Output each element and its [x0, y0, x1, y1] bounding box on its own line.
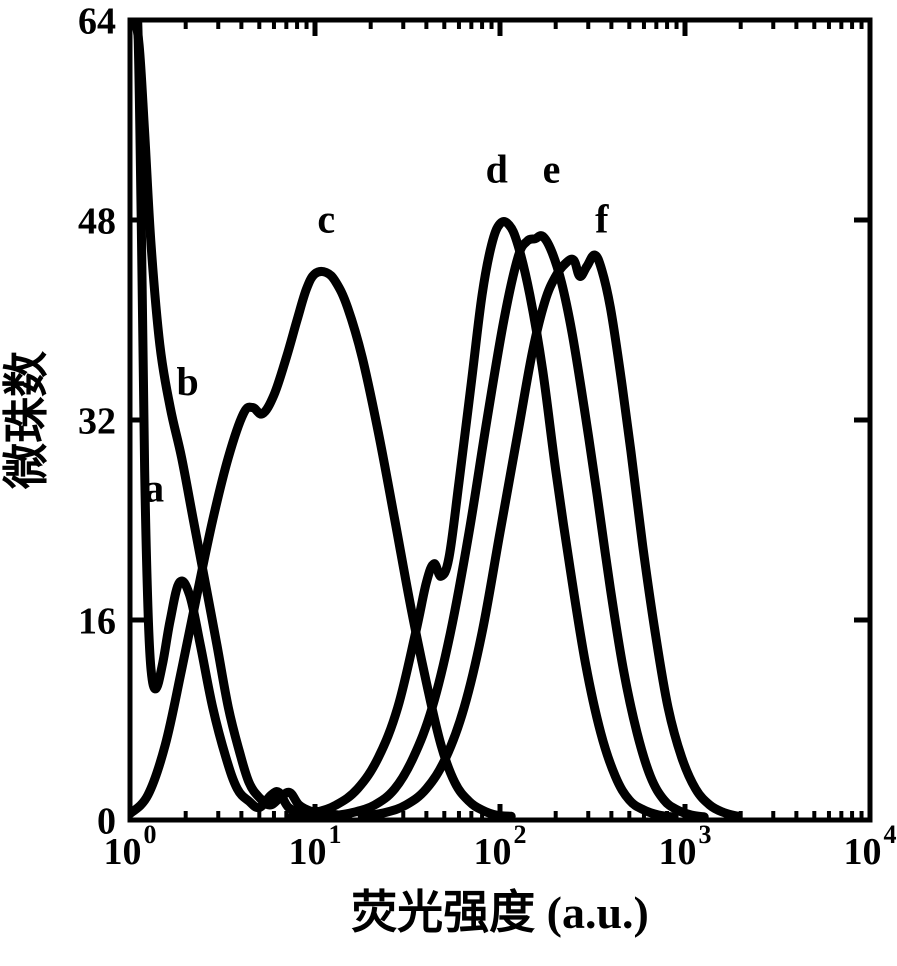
y-axis-title: 微珠数: [1, 351, 52, 490]
flow-cytometry-histogram: 100101102103104016324864荧光强度 (a.u.)微珠数ab…: [0, 0, 897, 966]
x-tick-label: 102: [474, 820, 527, 873]
series-group: [130, 4, 738, 817]
x-axis-title: 荧光强度 (a.u.): [351, 887, 649, 938]
y-tick-label: 16: [78, 600, 116, 642]
curve-label-c: c: [317, 197, 335, 242]
curve-label-f: f: [595, 197, 609, 242]
x-tick-label: 104: [844, 820, 897, 873]
series-f: [362, 255, 738, 816]
y-tick-label: 0: [97, 800, 116, 842]
series-a: [130, 4, 348, 816]
curve-label-b: b: [177, 359, 199, 404]
y-tick-label: 64: [78, 0, 116, 42]
curve-label-e: e: [543, 147, 561, 192]
x-tick-label: 103: [659, 820, 712, 873]
y-tick-label: 32: [78, 400, 116, 442]
chart-svg: 100101102103104016324864荧光强度 (a.u.)微珠数ab…: [0, 0, 897, 966]
x-tick-label: 101: [289, 820, 342, 873]
series-b: [130, 18, 342, 816]
y-tick-label: 48: [78, 200, 116, 242]
curve-label-a: a: [144, 465, 164, 510]
curve-label-d: d: [486, 147, 508, 192]
